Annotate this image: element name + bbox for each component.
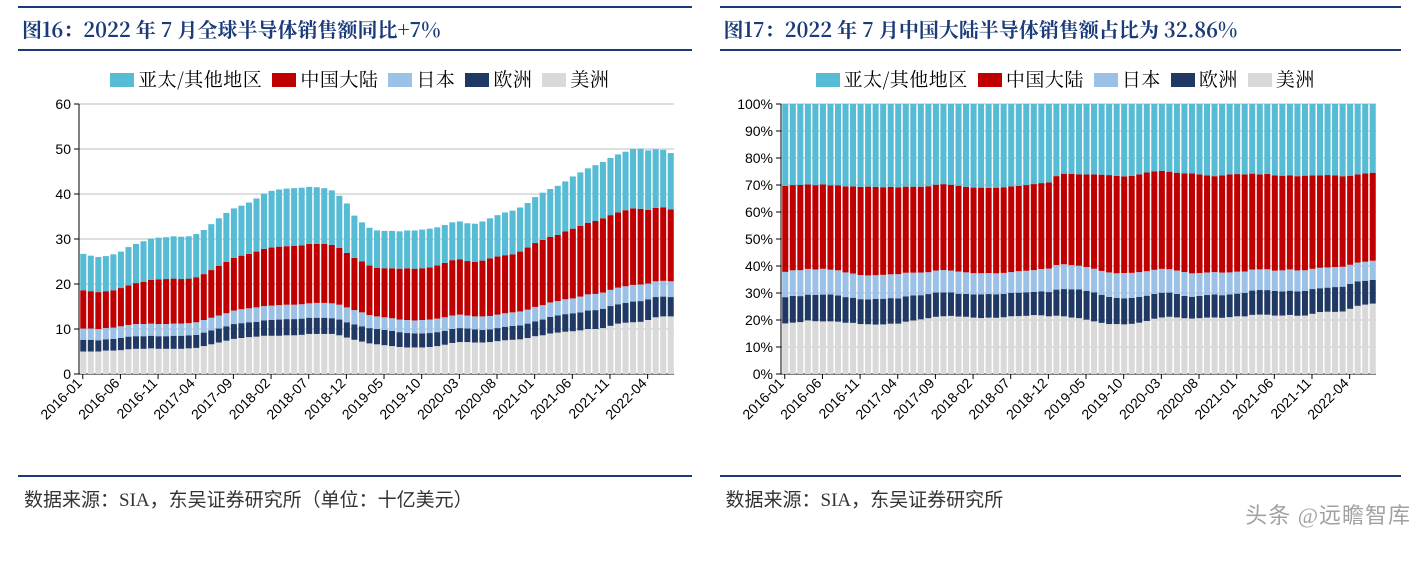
chart-holder-left: 01020304050602016-012016-062016-112017-0… <box>18 94 692 469</box>
legend-swatch-japan <box>388 73 412 87</box>
legend-swatch-americas <box>1248 73 1272 87</box>
svg-text:30%: 30% <box>744 285 772 301</box>
source-row-right: 数据来源：SIA，东吴证券研究所 <box>720 475 1402 512</box>
svg-text:10%: 10% <box>744 339 772 355</box>
legend-label-japan: 日本 <box>1122 65 1161 92</box>
svg-text:70%: 70% <box>744 177 772 193</box>
svg-text:50: 50 <box>55 141 71 157</box>
legend-right: 亚太/其他地区 中国大陆 日本 欧洲 美洲 <box>720 51 1402 94</box>
legend-label-apac: 亚太/其他地区 <box>138 65 262 92</box>
svg-text:40: 40 <box>55 186 71 202</box>
legend-label-europe: 欧洲 <box>1199 65 1238 92</box>
svg-text:60: 60 <box>55 96 71 112</box>
svg-text:100%: 100% <box>737 96 773 112</box>
chart-left: 01020304050602016-012016-062016-112017-0… <box>24 94 684 464</box>
legend-label-apac: 亚太/其他地区 <box>844 65 968 92</box>
svg-text:20%: 20% <box>744 312 772 328</box>
legend-label-china: 中国大陆 <box>1006 65 1084 92</box>
legend-swatch-china <box>978 73 1002 87</box>
chart-right: 0%10%20%30%40%50%60%70%80%90%100%2016-01… <box>726 94 1386 464</box>
legend-label-china: 中国大陆 <box>300 65 378 92</box>
source-row-left: 数据来源：SIA，东吴证券研究所（单位：十亿美元） <box>18 475 692 512</box>
svg-text:50%: 50% <box>744 231 772 247</box>
legend-swatch-apac <box>816 73 840 87</box>
svg-text:30: 30 <box>55 231 71 247</box>
xtick-label: 2021-06 <box>527 375 575 423</box>
legend-label-americas: 美洲 <box>570 65 609 92</box>
title-row-right: 图17：2022 年 7 月中国大陆半导体销售额占比为 32.86% <box>720 6 1402 51</box>
xtick-label: 2016-06 <box>776 375 824 423</box>
legend-swatch-americas <box>542 73 566 87</box>
panel-right: 图17：2022 年 7 月中国大陆半导体销售额占比为 32.86% 亚太/其他… <box>710 0 1419 564</box>
title-left: 图16：2022 年 7 月全球半导体销售额同比+7% <box>22 14 441 43</box>
legend-left: 亚太/其他地区 中国大陆 日本 欧洲 美洲 <box>18 51 692 94</box>
source-right: 数据来源：SIA，东吴证券研究所 <box>726 490 1004 511</box>
xtick-label: 2016-06 <box>75 375 123 423</box>
svg-text:90%: 90% <box>744 123 772 139</box>
svg-text:60%: 60% <box>744 204 772 220</box>
xtick-label: 2022-04 <box>1304 375 1352 423</box>
legend-swatch-europe <box>465 73 489 87</box>
chart-holder-right: 0%10%20%30%40%50%60%70%80%90%100%2016-01… <box>720 94 1402 469</box>
xtick-label: 2021-06 <box>1228 375 1276 423</box>
xtick-label: 2022-04 <box>602 375 650 423</box>
svg-text:10: 10 <box>55 321 71 337</box>
title-right: 图17：2022 年 7 月中国大陆半导体销售额占比为 32.86% <box>724 14 1238 43</box>
legend-label-japan: 日本 <box>416 65 455 92</box>
legend-label-europe: 欧洲 <box>493 65 532 92</box>
panel-left: 图16：2022 年 7 月全球半导体销售额同比+7% 亚太/其他地区 中国大陆 日… <box>0 0 710 564</box>
svg-text:40%: 40% <box>744 258 772 274</box>
legend-swatch-japan <box>1094 73 1118 87</box>
legend-swatch-europe <box>1171 73 1195 87</box>
source-left: 数据来源：SIA，东吴证券研究所（单位：十亿美元） <box>24 490 473 511</box>
title-row-left: 图16：2022 年 7 月全球半导体销售额同比+7% <box>18 6 692 51</box>
legend-swatch-apac <box>110 73 134 87</box>
legend-label-americas: 美洲 <box>1276 65 1315 92</box>
page-root: 图16：2022 年 7 月全球半导体销售额同比+7% 亚太/其他地区 中国大陆 日… <box>0 0 1419 564</box>
legend-swatch-china <box>272 73 296 87</box>
svg-text:80%: 80% <box>744 150 772 166</box>
svg-text:20: 20 <box>55 276 71 292</box>
